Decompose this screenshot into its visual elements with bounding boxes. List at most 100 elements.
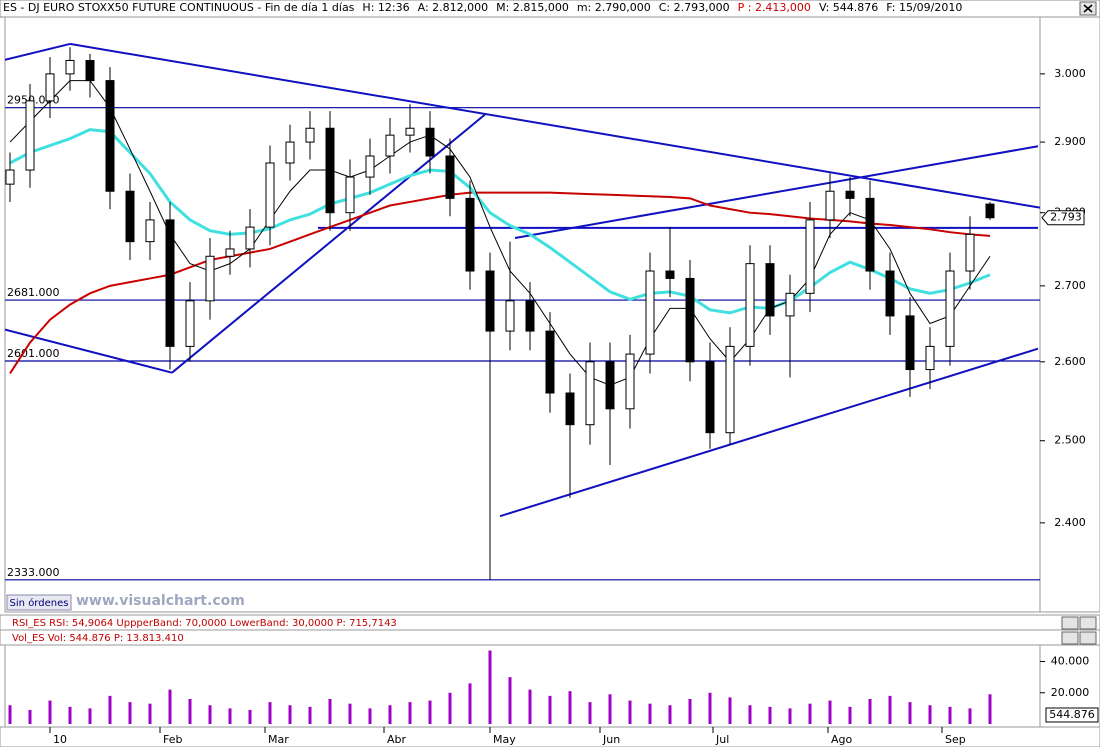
header-item: ES - DJ EURO STOXX50 FUTURE CONTINUOUS -…: [3, 1, 355, 14]
volume-bar: [728, 697, 732, 724]
volume-bar: [368, 708, 372, 724]
volume-bar: [948, 706, 952, 724]
panel-close[interactable]: [1079, 616, 1097, 630]
candle-body: [965, 233, 975, 272]
volume-panel: [4, 644, 1041, 728]
last-volume-box: [1045, 707, 1099, 723]
candle-body: [785, 292, 795, 317]
candle-body: [885, 270, 895, 317]
orders-button[interactable]: [6, 594, 72, 611]
trendline: [69, 42, 1040, 209]
volume-bar: [428, 700, 432, 724]
candle-body: [705, 361, 715, 434]
header-item: M: 2.815,000: [496, 1, 569, 14]
volume-bar: [768, 706, 772, 724]
candle-body: [105, 80, 115, 192]
panel-close[interactable]: [1079, 631, 1097, 645]
candle-body: [545, 330, 555, 394]
candle-body: [525, 300, 535, 332]
volume-bar: [788, 708, 792, 724]
y-tick-label: 2.500: [1054, 434, 1086, 447]
candle-body: [65, 59, 75, 75]
trendline: [514, 145, 1039, 239]
x-tick-label: Mar: [268, 733, 289, 746]
volume-bar: [8, 705, 12, 724]
last-price-label: 2.793: [1050, 211, 1082, 224]
candle-body: [605, 361, 615, 410]
header-item: m: 2.790,000: [577, 1, 651, 14]
candle-body: [425, 127, 435, 157]
x-tick-label: May: [493, 733, 516, 746]
trendline: [499, 347, 1039, 518]
volume-bar: [228, 708, 232, 724]
candle-body: [25, 100, 35, 171]
volume-bar: [348, 703, 352, 724]
last-volume-label: 544.876: [1049, 708, 1095, 721]
x-tick-label: Abr: [387, 733, 407, 746]
volume-bar: [148, 703, 152, 724]
candle-body: [365, 155, 375, 178]
volume-bar: [468, 683, 472, 724]
volume-bar: [128, 702, 132, 724]
orders-button-label: Sin órdenes: [10, 597, 69, 609]
price-level-label: 2333.000: [7, 566, 60, 579]
volume-bar: [48, 700, 52, 724]
volume-bar: [928, 705, 932, 724]
volume-bar: [548, 695, 552, 724]
candle-body: [145, 219, 155, 243]
x-tick-label: Jun: [602, 733, 620, 746]
volume-bar: [448, 692, 452, 724]
volume-bar: [668, 705, 672, 724]
candle-body: [985, 203, 995, 219]
candle-body: [645, 270, 655, 355]
candle-body: [905, 315, 915, 371]
volume-bar: [188, 699, 192, 724]
x-tick-label: 10: [53, 733, 67, 746]
candle-body: [565, 392, 575, 426]
candle-body: [765, 263, 775, 317]
candle-body: [865, 197, 875, 272]
volume-bar: [528, 689, 532, 724]
candle-body: [305, 127, 315, 143]
volume-bar: [388, 705, 392, 724]
candle-body: [825, 190, 835, 221]
volume-bar: [248, 709, 252, 724]
header-item: A: 2.812,000: [418, 1, 489, 14]
candle-body: [245, 226, 255, 250]
vol-info: Vol_ES Vol: 544.876 P: 13.813.410: [12, 633, 184, 644]
panel-button[interactable]: [1061, 616, 1079, 630]
volume-bar: [988, 694, 992, 724]
candle-body: [805, 219, 815, 294]
header-text: ES - DJ EURO STOXX50 FUTURE CONTINUOUS -…: [3, 1, 962, 14]
volume-bar: [828, 700, 832, 724]
candle-body: [45, 73, 55, 102]
candle-body: [925, 345, 935, 371]
panel-button[interactable]: [1061, 631, 1079, 645]
candle-body: [685, 277, 695, 363]
candle-body: [285, 141, 295, 164]
volume-bar: [748, 705, 752, 724]
volume-bar: [408, 702, 412, 724]
header-item: F: 15/09/2010: [886, 1, 962, 14]
candle-body: [205, 255, 215, 302]
candle-body: [225, 248, 235, 257]
y-tick-label: 2.400: [1054, 516, 1086, 529]
volume-bar: [88, 708, 92, 724]
trendline: [5, 328, 173, 374]
y-tick-label: 2.700: [1054, 279, 1086, 292]
volume-bar: [488, 650, 492, 724]
volume-bar: [968, 708, 972, 724]
y-tick-label: 2.900: [1054, 135, 1086, 148]
volume-bar: [708, 692, 712, 724]
volume-bar: [808, 703, 812, 724]
candle-body: [945, 270, 955, 347]
volume-bar: [208, 705, 212, 724]
candle-body: [405, 127, 415, 136]
price-axis: [1039, 16, 1100, 613]
volume-bar: [648, 703, 652, 724]
volume-bar: [288, 705, 292, 724]
volume-bar: [888, 695, 892, 724]
